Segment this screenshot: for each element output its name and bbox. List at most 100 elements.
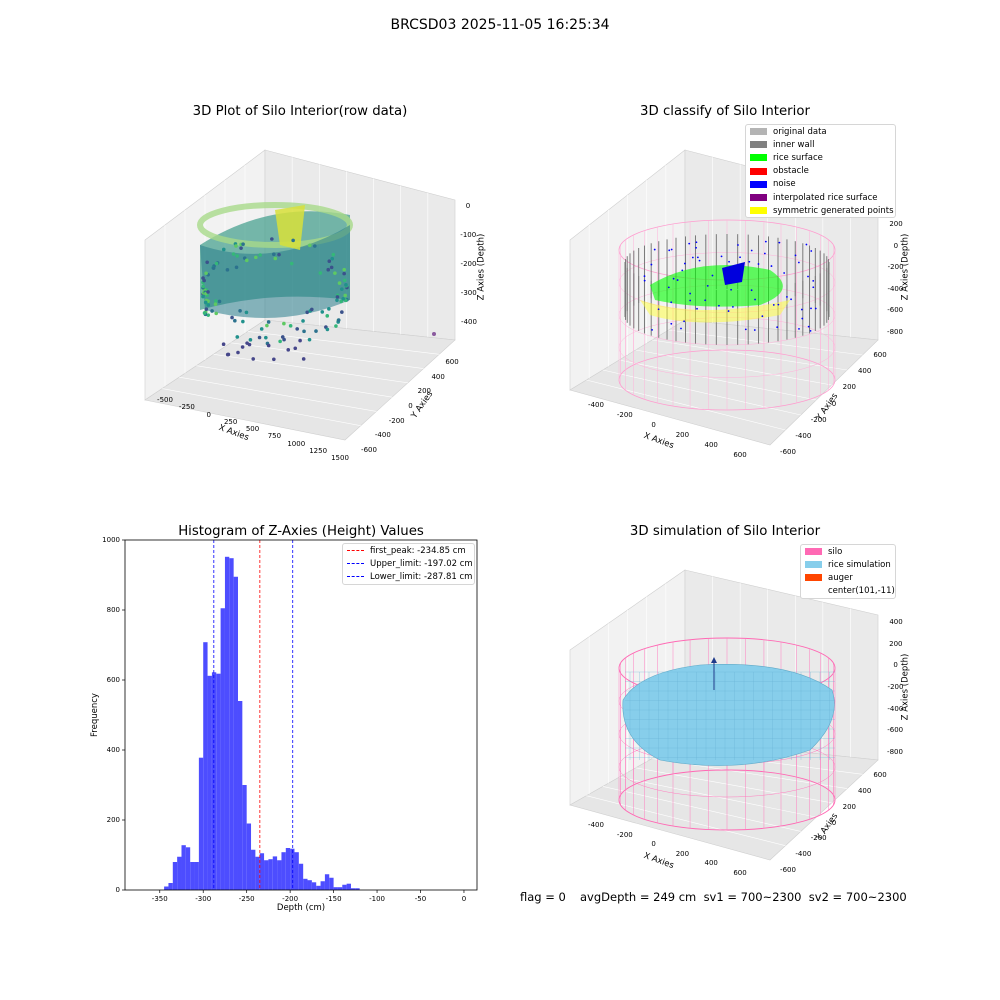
panel1-point [214, 299, 218, 303]
panel2-legend-label: inner wall [773, 139, 815, 150]
panel4-z-tick-label: -600 [887, 726, 904, 735]
panel1-point [201, 284, 206, 289]
panel2-noise-point [728, 260, 730, 263]
panel1-point [226, 352, 231, 357]
histogram-bar [168, 883, 173, 890]
panel1-point [272, 252, 276, 257]
histogram-bar [303, 878, 308, 890]
histogram-bar [277, 860, 282, 890]
histogram-legend-entry: Upper_limit: -197.02 cm [343, 557, 474, 570]
histogram-bar [337, 887, 343, 890]
histogram-xtick-label: -250 [238, 895, 255, 903]
panel2-noise-point [810, 250, 813, 252]
panel2-noise-point [757, 263, 760, 265]
panel1-point [203, 300, 208, 305]
panel2-noise-point [704, 299, 707, 302]
panel1-z-tick-label: 0 [465, 202, 471, 210]
panel4-y-tick-label: -600 [780, 866, 796, 874]
histogram-bar [190, 862, 195, 890]
panel4-z-tick-label: 0 [893, 661, 898, 670]
histogram-bar [181, 845, 186, 890]
figure-title: BRCSD03 2025-11-05 16:25:34 [390, 17, 610, 33]
panel2-title: 3D classify of Silo Interior [640, 104, 810, 119]
panel1-y-tick-label: 600 [445, 358, 459, 366]
panel2-noise-point [688, 242, 691, 245]
histogram-xtick-label: -100 [369, 895, 385, 903]
panel2-noise-point [653, 248, 656, 251]
panel1-point [334, 324, 338, 328]
histogram-frame [124, 539, 478, 891]
histogram-bar [177, 856, 182, 890]
panel1-point [254, 255, 258, 260]
panel1-point [291, 238, 295, 243]
panel2-rice-surface [650, 265, 783, 307]
histogram-bars [164, 556, 360, 890]
panel1-title: 3D Plot of Silo Interior(row data) [192, 104, 408, 119]
histogram-legend-line [347, 563, 364, 565]
histogram-bar [285, 848, 291, 890]
panel2-noise-point [763, 252, 766, 255]
panel4-x-tick-label: 200 [675, 849, 690, 858]
histogram-ticks [122, 539, 465, 893]
panel1-point [233, 318, 237, 323]
panel1-point [221, 247, 226, 252]
histogram-legend-label: Lower_limit: -287.81 cm [370, 571, 473, 582]
panel2-noise-point [750, 249, 753, 252]
histogram-title: Histogram of Z-Axies (Height) Values [178, 524, 424, 539]
panel1-x-tick-label: 1000 [287, 439, 306, 448]
panel1-x-tick-label: 250 [223, 417, 238, 426]
panel1-point [278, 339, 282, 344]
panel2-noise-point [761, 315, 764, 318]
histogram-bar [311, 882, 317, 890]
panel2-z-tick-label: 200 [889, 220, 903, 228]
panel1-point [266, 343, 271, 348]
histogram-bar [216, 673, 221, 890]
panel2-legend-entry: interpolated rice surface [746, 191, 895, 204]
histogram-legend: first_peak: -234.85 cm Upper_limit: -197.… [342, 543, 475, 585]
panel2-legend-entry: symmetric generated points [746, 204, 895, 217]
panel4-legend: silo rice simulation auger center(101,-11) [800, 544, 896, 599]
panel2-legend-entry: noise [746, 178, 895, 191]
panel2-noise-point [670, 248, 673, 251]
panel2-y-tick-label: -400 [795, 431, 812, 440]
panel1-point [327, 259, 332, 263]
panel1-point [241, 242, 245, 247]
panel1-point [214, 311, 219, 316]
panel1-point [305, 310, 310, 315]
panel4-z-tick-label: -400 [887, 704, 904, 713]
panel1-point [301, 319, 305, 323]
panel1-point [344, 283, 348, 287]
panel1-point [210, 309, 214, 313]
panel1-yellow-patch [275, 205, 305, 250]
panel4-z-tick-label: 200 [889, 639, 903, 648]
histogram-bar [268, 859, 273, 890]
histogram-bar [272, 856, 278, 890]
panel2-noise-point [777, 303, 780, 306]
panel1-point [270, 237, 274, 241]
histogram-bar [346, 883, 351, 890]
histogram-bar [264, 860, 269, 890]
panel2-noise-point [643, 279, 646, 282]
panel2-legend-swatch [750, 207, 767, 215]
histogram-bar [194, 862, 199, 890]
histogram-vlines [213, 540, 294, 890]
panel2-x-tick-label: 600 [733, 451, 747, 459]
panel2-z-tick-label: -600 [887, 306, 904, 315]
panel2-legend-swatch [750, 180, 767, 188]
panel1-y-tick-label: -600 [361, 446, 377, 454]
histogram-ytick-label: 400 [106, 746, 120, 754]
histogram-ytick-label: 0 [115, 886, 120, 894]
panel2-x-tick-label: 200 [675, 431, 690, 439]
panel2-noise-point [810, 307, 812, 310]
panel2-noise-point [807, 325, 810, 328]
panel2-noise-point [720, 255, 723, 258]
histogram-legend-line [347, 550, 364, 552]
panel2-noise-point [809, 329, 812, 332]
panel2-legend-label: rice surface [773, 152, 823, 163]
panel2-noise-point [739, 256, 741, 259]
panel2-noise-point [706, 284, 709, 287]
panel4-y-tick-label: 600 [873, 771, 887, 779]
panel2-noise-point [750, 289, 753, 292]
panel4-x-tick-label: 400 [704, 859, 718, 868]
